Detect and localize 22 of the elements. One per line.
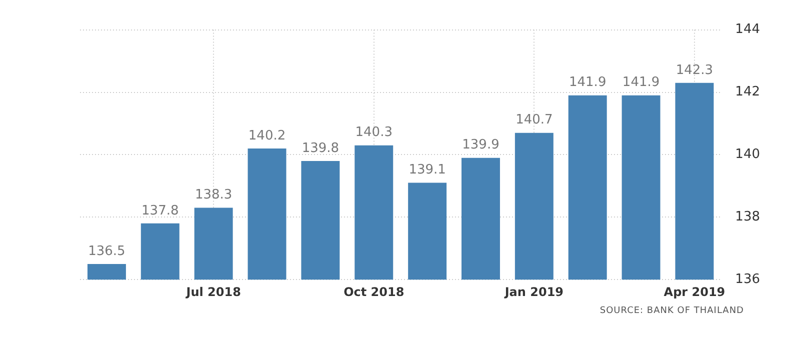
y-tick-label: 144 [735,22,760,38]
data-label: 139.8 [302,140,340,156]
data-label: 141.9 [622,75,660,90]
data-label: 137.8 [142,203,179,218]
data-label: 140.2 [248,128,286,144]
x-tick-label: Jul 2018 [185,284,241,299]
y-tick-label: 136 [735,272,760,287]
data-label: 138.3 [194,188,232,203]
y-tick-label: 142 [735,84,760,100]
data-label: 140.3 [355,125,392,140]
source-note: SOURCE: BANK OF THAILAND [598,306,745,316]
data-label: 140.7 [516,112,553,128]
y-tick-label: 140 [735,147,760,162]
x-tick-label: Apr 2019 [664,284,726,299]
data-label: 142.3 [676,62,714,78]
data-label: 139.9 [462,138,500,153]
data-label: 141.9 [568,75,606,90]
data-label: 136.5 [88,244,126,259]
x-tick-label: Jan 2019 [504,284,564,299]
y-tick-label: 138 [735,210,760,225]
data-label: 139.1 [408,162,446,178]
x-tick-label: Oct 2018 [344,284,404,299]
